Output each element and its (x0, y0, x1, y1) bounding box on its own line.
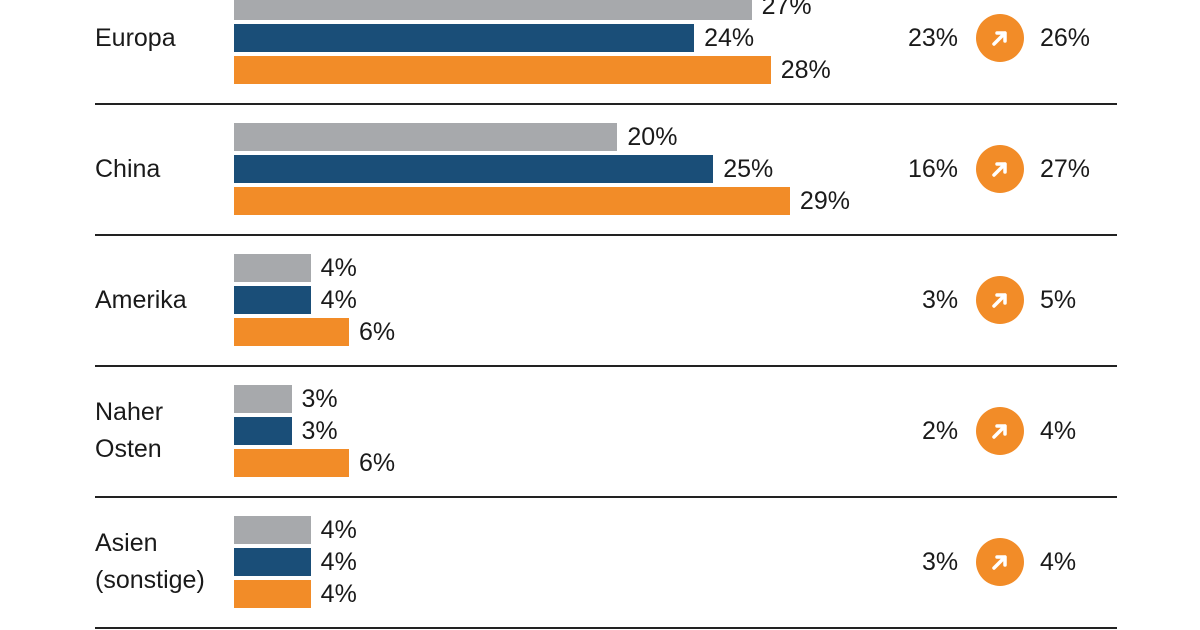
range-to: 4% (1040, 417, 1077, 445)
value-label: 27% (761, 0, 812, 20)
value-label: 29% (799, 187, 850, 215)
bar (234, 123, 618, 151)
bar (234, 286, 311, 314)
category-label: China (95, 154, 161, 183)
category-label: Europa (95, 23, 176, 52)
row-separator (95, 496, 1117, 498)
row-separator (95, 627, 1117, 629)
bar (234, 318, 350, 346)
arrow-icon (976, 14, 1024, 62)
range-to: 5% (1040, 286, 1077, 314)
value-label: 4% (320, 548, 357, 576)
range-from: 2% (922, 417, 959, 445)
category-label: Naher Osten (95, 398, 164, 463)
bar (234, 56, 771, 84)
arrow (992, 424, 1007, 439)
range-to: 4% (1040, 548, 1077, 576)
arrow (992, 555, 1007, 570)
value-label: 4% (320, 254, 357, 282)
bar (234, 516, 311, 544)
arrow (992, 31, 1007, 46)
row-separator (95, 365, 1117, 367)
value-label: 4% (320, 286, 357, 314)
value-label: 4% (320, 516, 357, 544)
bar (234, 24, 695, 52)
arrow-icon (976, 276, 1024, 324)
value-label: 4% (320, 580, 357, 608)
value-label: 6% (359, 449, 396, 477)
value-label: 28% (780, 56, 831, 84)
bar (234, 548, 311, 576)
category-label: Amerika (95, 285, 187, 314)
arrow (992, 162, 1007, 177)
bar (234, 417, 292, 445)
arrow-icon (976, 145, 1024, 193)
value-label: 24% (704, 24, 755, 52)
category-label: Asien (sonstige) (95, 529, 205, 594)
value-label: 20% (627, 123, 678, 151)
bar (234, 0, 752, 20)
bar (234, 254, 311, 282)
value-label: 25% (723, 155, 774, 183)
arrow (992, 293, 1007, 308)
range-from: 23% (908, 24, 959, 52)
bar (234, 155, 714, 183)
bar (234, 449, 350, 477)
arrow-icon (976, 407, 1024, 455)
range-from: 3% (922, 286, 959, 314)
bar (234, 580, 311, 608)
range-to: 26% (1040, 24, 1091, 52)
arrow-icon (976, 538, 1024, 586)
value-label: 3% (301, 385, 338, 413)
row-separator (95, 234, 1117, 236)
bar (234, 385, 292, 413)
range-to: 27% (1040, 155, 1091, 183)
value-label: 6% (359, 318, 396, 346)
value-label: 3% (301, 417, 338, 445)
range-from: 3% (922, 548, 959, 576)
bar (234, 187, 790, 215)
row-separator (95, 103, 1117, 105)
range-from: 16% (908, 155, 959, 183)
